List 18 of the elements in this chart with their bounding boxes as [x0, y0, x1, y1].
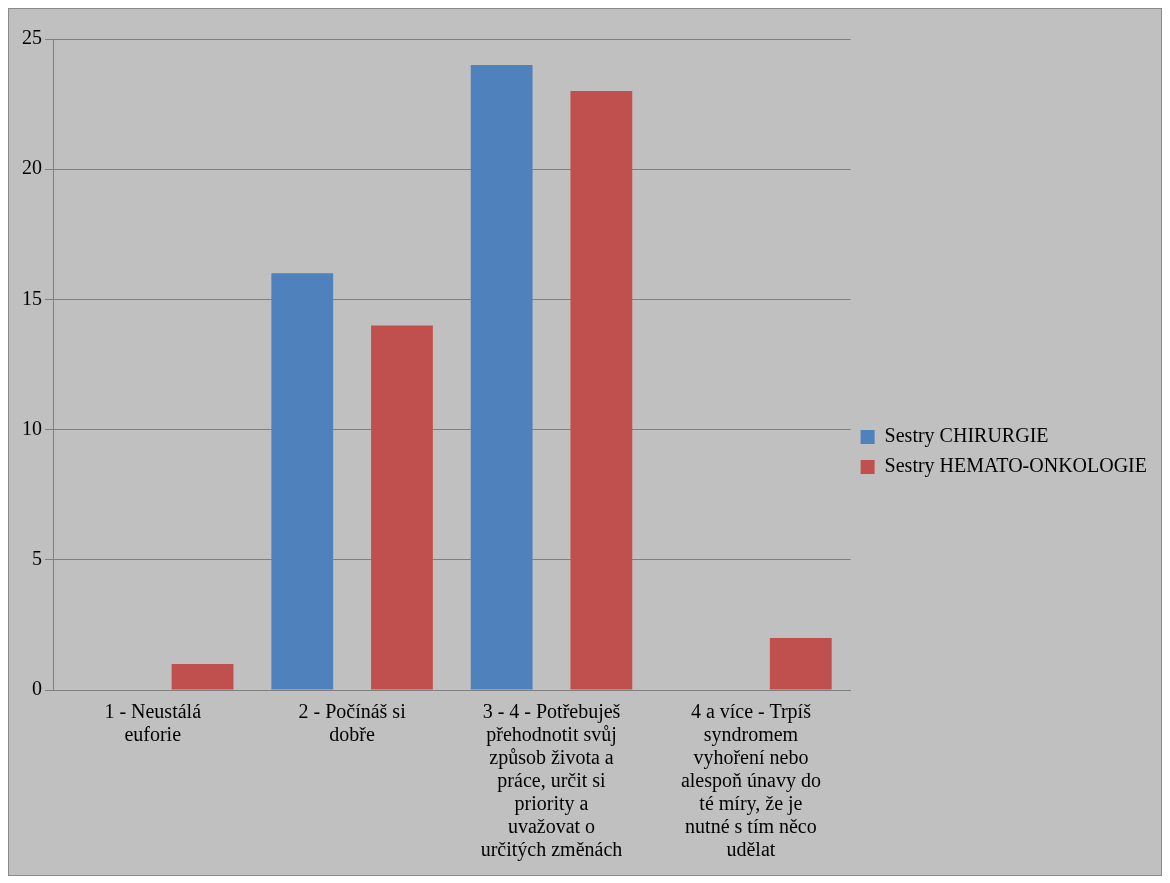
bar: [470, 65, 533, 690]
bar: [271, 273, 334, 690]
legend-label: Sestry CHIRURGIE: [884, 424, 1049, 448]
y-tick-label: 0: [32, 677, 42, 700]
y-tick-label: 10: [22, 416, 42, 439]
bar: [371, 325, 433, 690]
x-tick-label: 1 - Neustálá euforie: [104, 699, 202, 745]
x-tick-label: 4 a více - Trpíš syndromem vyhoření nebo alespoň únavy do té míry, že je nutné s tím něco udělat: [680, 699, 821, 860]
y-tick-label: 15: [22, 286, 42, 309]
legend-label: Sestry HEMATO-ONKOLOGIE: [884, 454, 1148, 478]
bar: [171, 663, 234, 690]
bar: [769, 637, 832, 690]
y-tick-label: 5: [32, 547, 42, 570]
y-tick-label: 20: [22, 156, 42, 179]
bar: [570, 91, 633, 690]
x-tick-label: 2 - Počínáš si dobře: [298, 699, 407, 745]
x-tick-label: 3 - 4 - Potřebuješ přehodnotit svůj způsob života a práce, určit si priority a uvažovat o určitých změnách: [480, 699, 623, 861]
y-tick-label: 25: [22, 26, 42, 49]
